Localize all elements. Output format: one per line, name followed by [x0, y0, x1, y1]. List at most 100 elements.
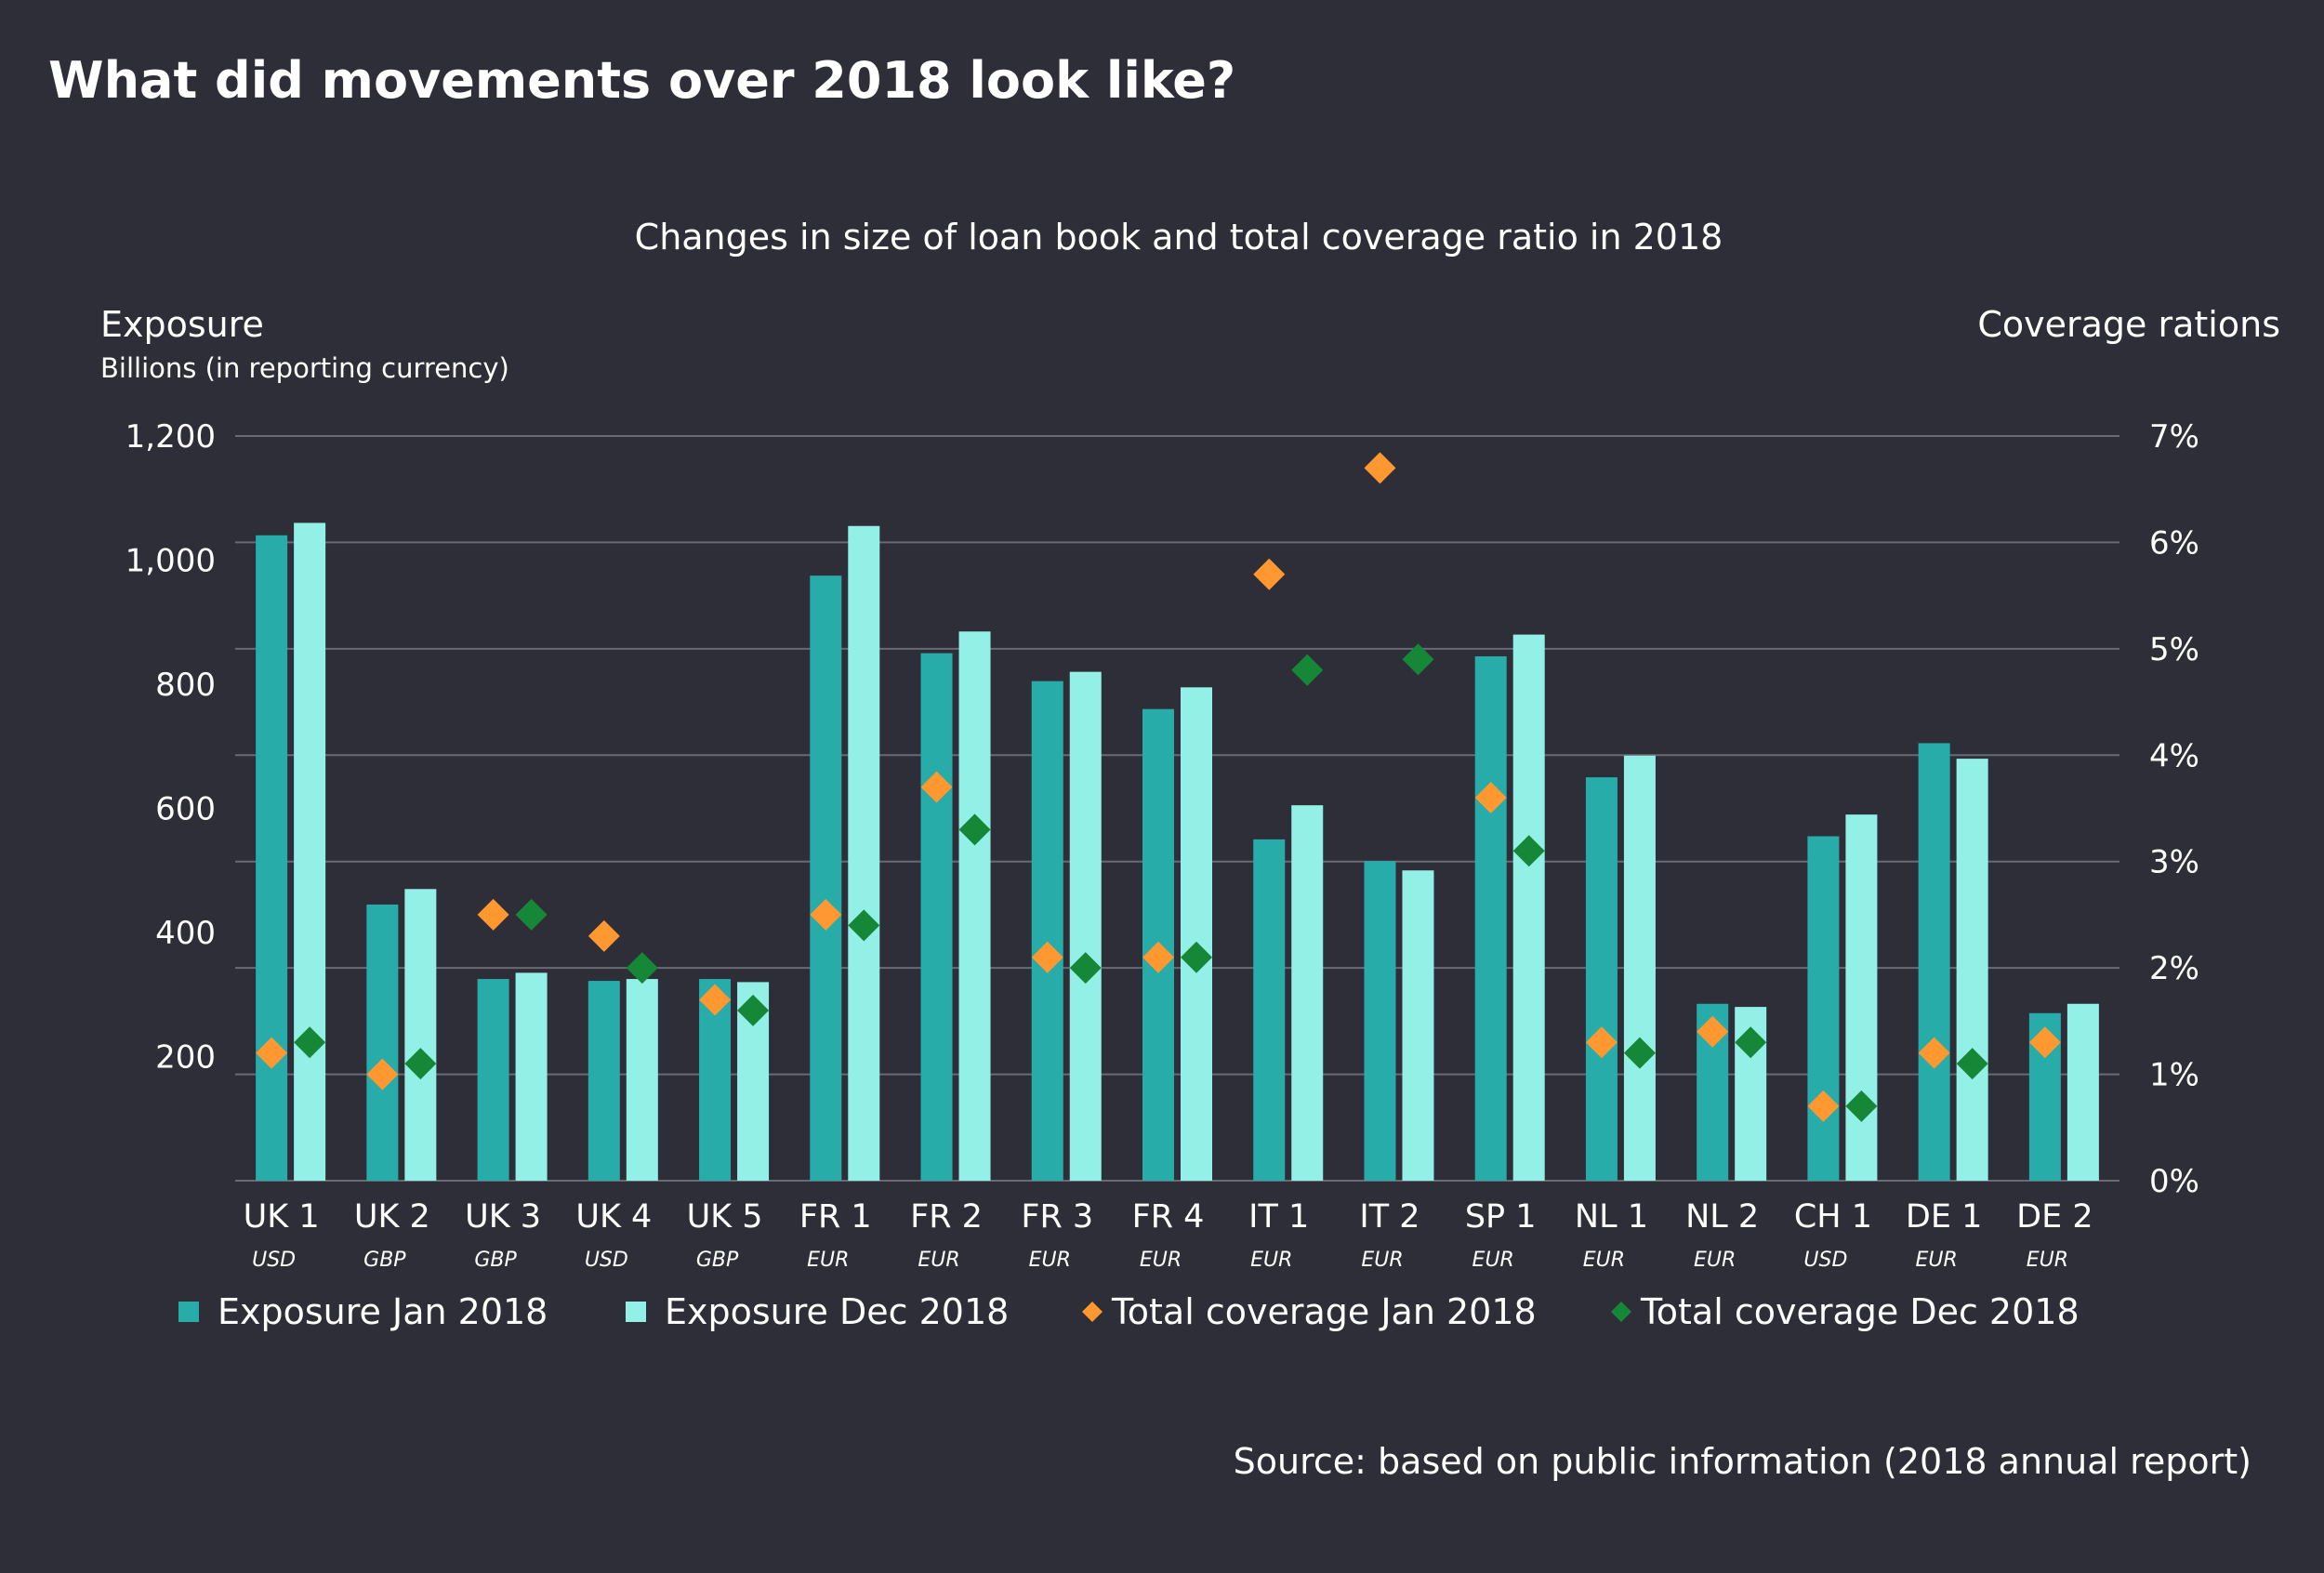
- bar-exposure-jan: [1253, 839, 1286, 1181]
- marker-coverage-jan: [920, 771, 953, 803]
- marker-coverage-jan: [810, 898, 842, 931]
- legend-label: Total coverage Dec 2018: [1640, 1291, 2080, 1332]
- marker-coverage-dec: [1069, 952, 1102, 985]
- gridlines: [235, 435, 2119, 1182]
- y2-tick-label: 3%: [2149, 844, 2199, 881]
- marker-coverage-dec: [404, 1048, 437, 1080]
- currency-label: EUR: [1029, 1249, 1071, 1272]
- marker-coverage-dec: [1735, 1026, 1767, 1059]
- marker-coverage-jan: [1918, 1037, 1950, 1069]
- marker-coverage-jan: [366, 1058, 399, 1091]
- y-tick-label: 200: [155, 1039, 216, 1077]
- currency-label: GBP: [363, 1249, 406, 1272]
- category-label: CH 1: [1794, 1198, 1872, 1236]
- bar-exposure-dec: [1845, 814, 1878, 1181]
- marker-coverage-dec: [1181, 941, 1212, 973]
- legend: Exposure Jan 2018 Exposure Dec 2018 Total …: [178, 1291, 2080, 1332]
- category-label: FR 1: [799, 1198, 872, 1236]
- marker-coverage-dec: [737, 994, 770, 1026]
- marker-coverage-jan: [1697, 1015, 1729, 1048]
- bar-exposure-dec: [1402, 870, 1434, 1181]
- coverage-markers: [256, 452, 2061, 1122]
- currency-label: EUR: [1694, 1249, 1736, 1272]
- currency-label: EUR: [1583, 1249, 1625, 1272]
- legend-label: Total coverage Jan 2018: [1111, 1291, 1537, 1332]
- legend-label: Exposure Dec 2018: [665, 1291, 1009, 1332]
- marker-coverage-jan: [1142, 941, 1174, 973]
- bar-exposure-dec: [1291, 805, 1324, 1181]
- bar-exposure-dec: [848, 525, 880, 1181]
- bar-exposure-jan: [256, 535, 288, 1181]
- bar-exposure-jan: [1585, 777, 1618, 1181]
- legend-label: Exposure Jan 2018: [218, 1291, 548, 1332]
- source-note: Source: based on public information (201…: [1234, 1441, 2251, 1482]
- bar-exposure-jan: [920, 653, 953, 1181]
- legend-swatch: [626, 1302, 646, 1322]
- bar-exposure-dec: [1956, 759, 1988, 1181]
- bar-exposure-jan: [588, 981, 620, 1181]
- legend-swatch: [178, 1302, 199, 1322]
- bar-exposure-jan: [1918, 743, 1950, 1181]
- bar-exposure-dec: [1512, 634, 1545, 1181]
- bar-exposure-jan: [477, 979, 509, 1181]
- y2-tick-label: 0%: [2149, 1163, 2199, 1200]
- currency-label: EUR: [1250, 1249, 1292, 1272]
- marker-coverage-jan: [1585, 1026, 1618, 1059]
- marker-coverage-jan: [699, 984, 732, 1016]
- currency-label: GBP: [696, 1249, 739, 1272]
- marker-coverage-dec: [626, 952, 658, 985]
- bar-exposure-dec: [294, 522, 326, 1181]
- y2-tick-label: 4%: [2149, 737, 2199, 774]
- marker-coverage-jan: [1031, 941, 1063, 973]
- currency-label: USD: [585, 1249, 628, 1272]
- currency-label: USD: [1803, 1249, 1847, 1272]
- page-title: What did movements over 2018 look like?: [48, 51, 1235, 110]
- y2-tick-label: 6%: [2149, 524, 2199, 562]
- category-label: NL 2: [1685, 1198, 1759, 1236]
- category-label: IT 1: [1248, 1198, 1309, 1236]
- currency-label: EUR: [807, 1249, 849, 1272]
- y2-axis-ticks: 0% 1% 2% 3% 4% 5% 6% 7%: [2149, 418, 2199, 1200]
- currency-label: GBP: [474, 1249, 517, 1272]
- y-tick-label: 600: [155, 791, 216, 828]
- marker-coverage-dec: [958, 813, 991, 846]
- category-label: UK 3: [465, 1198, 541, 1236]
- bar-exposure-jan: [1474, 655, 1507, 1181]
- y-axis-ticks: 200 400 600 800 1,000 1,200: [125, 418, 216, 1077]
- y2-tick-label: 2%: [2149, 950, 2199, 987]
- category-labels: UK 1 USD UK 2 GBP UK 3 GBP UK 4 USD UK 5 GBP FR 1 E…: [244, 1198, 2093, 1272]
- marker-coverage-dec: [1291, 654, 1324, 686]
- currency-label: EUR: [1140, 1249, 1182, 1272]
- bar-exposure-dec: [1623, 755, 1656, 1181]
- currency-label: USD: [252, 1249, 296, 1272]
- bar-exposure-jan: [1364, 861, 1396, 1181]
- y-axis-title: Exposure: [100, 304, 264, 345]
- y-axis-subtitle: Billions (in reporting currency): [100, 352, 509, 384]
- y-tick-label: 1,200: [125, 418, 216, 456]
- marker-coverage-jan: [1474, 782, 1507, 814]
- marker-coverage-jan: [588, 919, 620, 952]
- y-tick-label: 800: [155, 667, 216, 704]
- marker-coverage-dec: [294, 1026, 326, 1059]
- bar-exposure-dec: [1069, 671, 1102, 1181]
- legend-swatch: [1082, 1302, 1103, 1322]
- marker-coverage-dec: [1956, 1048, 1988, 1080]
- bars: [256, 522, 2099, 1181]
- marker-coverage-jan: [1253, 558, 1286, 590]
- bar-exposure-jan: [1807, 836, 1840, 1181]
- category-label: IT 2: [1359, 1198, 1419, 1236]
- marker-coverage-dec: [1402, 643, 1434, 676]
- category-label: UK 2: [354, 1198, 430, 1236]
- y-tick-label: 1,000: [125, 543, 216, 580]
- marker-coverage-dec: [1623, 1037, 1656, 1069]
- marker-coverage-dec: [515, 898, 548, 931]
- marker-coverage-dec: [848, 909, 880, 942]
- currency-label: EUR: [918, 1249, 959, 1272]
- bar-exposure-dec: [404, 889, 437, 1181]
- marker-coverage-jan: [1807, 1090, 1840, 1122]
- currency-label: EUR: [2027, 1249, 2068, 1272]
- currency-label: EUR: [1472, 1249, 1514, 1272]
- marker-coverage-jan: [256, 1037, 288, 1069]
- category-label: DE 2: [2016, 1198, 2093, 1236]
